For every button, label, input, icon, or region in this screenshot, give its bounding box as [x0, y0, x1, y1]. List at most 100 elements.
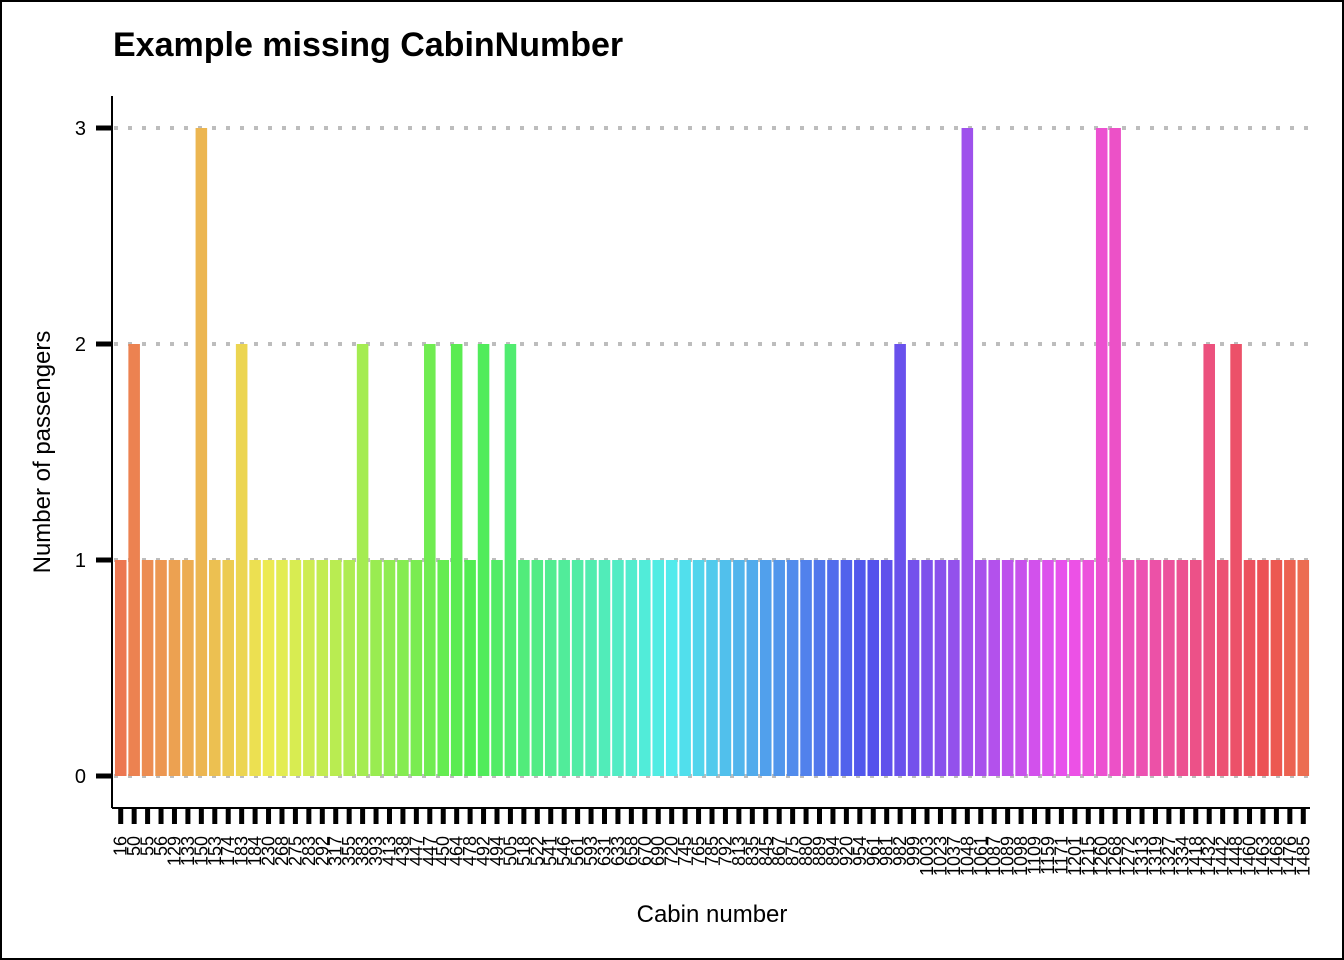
bar — [692, 560, 705, 776]
y-tick-label: 1 — [75, 550, 86, 572]
x-tick-label: 55 — [138, 836, 158, 856]
x-tick-label: 593 — [581, 836, 601, 866]
bar — [1176, 560, 1189, 776]
bar — [1122, 560, 1135, 776]
bar — [746, 560, 759, 776]
x-tick-label: 153 — [205, 836, 225, 866]
bar — [907, 560, 920, 776]
bar — [840, 560, 853, 776]
x-tick-label: 1268 — [1105, 836, 1125, 876]
x-ticks: 1650555612913315015317418318423026827528… — [111, 808, 1313, 876]
bar — [235, 344, 248, 776]
bars — [114, 128, 1310, 776]
bar — [1136, 560, 1148, 776]
bar — [652, 560, 665, 776]
x-tick-label: 1468 — [1266, 836, 1286, 876]
bar — [518, 560, 530, 776]
x-tick-label: 393 — [366, 836, 386, 866]
bar — [800, 560, 812, 776]
bar — [1270, 560, 1283, 776]
x-tick-label: 894 — [823, 836, 843, 866]
x-tick-label: 999 — [904, 836, 924, 866]
bar — [773, 560, 785, 776]
x-tick-label: 1201 — [1065, 836, 1085, 876]
x-tick-label: 450 — [433, 836, 453, 866]
bar — [1216, 560, 1229, 776]
x-tick-label: 317 — [326, 836, 346, 866]
x-tick-label: 813 — [729, 836, 749, 866]
x-tick-label: 835 — [742, 836, 762, 866]
bar — [1082, 560, 1095, 776]
bar — [625, 560, 638, 776]
bar — [1243, 560, 1256, 776]
bar — [155, 560, 167, 776]
x-tick-label: 150 — [191, 836, 211, 866]
bar — [424, 344, 436, 776]
bar — [1284, 560, 1296, 776]
x-tick-label: 792 — [715, 836, 735, 866]
x-tick-label: 1476 — [1280, 836, 1300, 876]
bar — [558, 560, 570, 776]
x-tick-label: 438 — [393, 836, 413, 866]
x-tick-label: 880 — [796, 836, 816, 866]
bar — [786, 560, 799, 776]
x-tick-label: 1003 — [917, 836, 937, 876]
x-tick-label: 1313 — [1132, 836, 1152, 876]
x-tick-label: 50 — [124, 836, 144, 856]
bar — [1001, 560, 1014, 776]
x-tick-label: 631 — [595, 836, 615, 866]
bar — [706, 560, 718, 776]
bar — [854, 560, 866, 776]
bar — [491, 560, 503, 776]
y-ticks: 0 1 2 3 — [75, 118, 112, 788]
bar — [195, 128, 208, 776]
bar — [974, 560, 987, 776]
x-tick-label: 889 — [810, 836, 830, 866]
x-tick-label: 129 — [165, 836, 185, 866]
x-tick-label: 1442 — [1213, 836, 1233, 876]
x-tick-label: 765 — [689, 836, 709, 866]
x-tick-label: 492 — [474, 836, 494, 866]
x-tick-label: 1327 — [1159, 836, 1179, 876]
x-tick-label: 184 — [245, 836, 265, 866]
bar — [759, 560, 772, 776]
x-tick-label: 1171 — [1051, 836, 1071, 875]
bar — [168, 560, 181, 776]
x-axis-label: Cabin number — [637, 901, 788, 928]
bar — [343, 560, 355, 776]
x-tick-label: 720 — [662, 836, 682, 866]
y-tick-label: 3 — [75, 118, 86, 140]
x-tick-label: 875 — [783, 836, 803, 866]
bar — [544, 560, 557, 776]
bar — [1149, 560, 1162, 776]
x-tick-label: 1272 — [1119, 836, 1139, 876]
y-axis-label: Number of passengers — [29, 331, 56, 574]
bar — [450, 344, 463, 776]
x-tick-label: 1463 — [1253, 836, 1273, 876]
bar — [464, 560, 476, 776]
bar — [934, 560, 947, 776]
bar — [1055, 560, 1068, 776]
x-tick-label: 920 — [836, 836, 856, 866]
bar — [1069, 560, 1081, 776]
bar — [1109, 128, 1121, 776]
bar — [249, 560, 261, 776]
bar — [141, 560, 154, 776]
bar — [114, 560, 127, 776]
x-tick-label: 982 — [890, 836, 910, 866]
bar — [813, 560, 826, 776]
x-tick-label: 1432 — [1199, 836, 1219, 876]
x-tick-label: 1087 — [984, 836, 1004, 876]
x-tick-label: 1048 — [957, 836, 977, 876]
bar — [867, 560, 880, 776]
x-tick-label: 1109 — [1025, 836, 1045, 875]
bar — [397, 560, 409, 776]
bar — [639, 560, 651, 776]
bar — [477, 344, 490, 776]
bar — [1163, 560, 1175, 776]
x-tick-label: 275 — [285, 836, 305, 866]
bar — [356, 344, 369, 776]
bar — [370, 560, 382, 776]
x-tick-label: 494 — [487, 836, 507, 866]
